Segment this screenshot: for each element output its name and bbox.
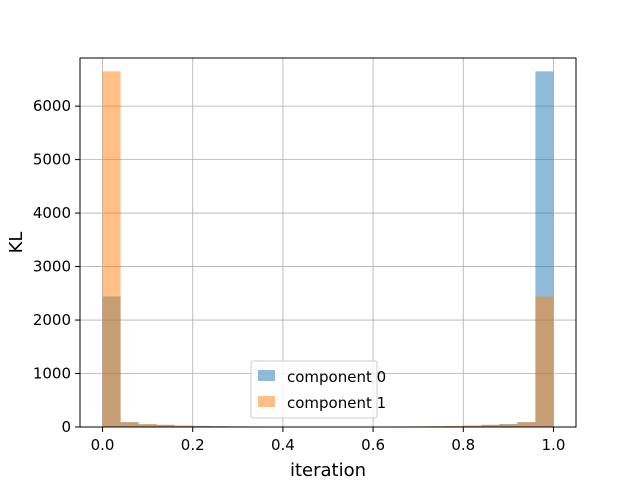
bar-series-1-bin-24 bbox=[535, 296, 554, 427]
legend: component 0 component 1 bbox=[250, 360, 386, 419]
x-tick-label: 0.0 bbox=[91, 436, 115, 454]
x-tick-label: 0.2 bbox=[181, 436, 205, 454]
grid bbox=[80, 58, 576, 428]
bar-series-1-bin-19 bbox=[445, 425, 464, 427]
y-tick-label: 6000 bbox=[33, 97, 71, 115]
y-tick-label: 0 bbox=[61, 418, 71, 436]
bar-series-1-bin-21 bbox=[481, 424, 500, 427]
y-tick-label: 2000 bbox=[33, 311, 71, 329]
legend-swatch-component-1 bbox=[258, 396, 275, 407]
y-tick-label: 3000 bbox=[33, 258, 71, 276]
y-tick-label: 5000 bbox=[33, 151, 71, 169]
bar-series-1-bin-2 bbox=[138, 424, 157, 427]
bar-series-1-bin-20 bbox=[463, 425, 482, 427]
x-axis-label: iteration bbox=[290, 460, 366, 480]
legend-label-component-1: component 1 bbox=[287, 394, 386, 412]
x-tick-label: 0.4 bbox=[271, 436, 295, 454]
bar-series-1-bin-4 bbox=[174, 425, 193, 427]
x-tick-label: 0.6 bbox=[361, 436, 385, 454]
bar-series-1-bin-0 bbox=[102, 71, 121, 427]
y-tick-label: 4000 bbox=[33, 204, 71, 222]
legend-label-component-0: component 0 bbox=[287, 368, 386, 386]
y-tick-label: 1000 bbox=[33, 365, 71, 383]
ticks: 0.0 0.2 0.4 0.6 0.8 1.0 0 1000 2000 3000 4000 5000 6… bbox=[33, 97, 566, 454]
legend-swatch-component-0 bbox=[258, 370, 275, 381]
plot-frame bbox=[79, 57, 577, 428]
x-tick-label: 1.0 bbox=[542, 436, 566, 454]
bar-series-1-bin-23 bbox=[517, 422, 536, 427]
y-axis-label: KL bbox=[6, 232, 27, 254]
bar-series-1-bin-1 bbox=[120, 422, 139, 427]
legend-box bbox=[250, 360, 378, 419]
bar-series-1-bin-22 bbox=[499, 424, 518, 427]
bar-series-1-bin-3 bbox=[156, 424, 175, 427]
x-tick-label: 0.8 bbox=[451, 436, 475, 454]
